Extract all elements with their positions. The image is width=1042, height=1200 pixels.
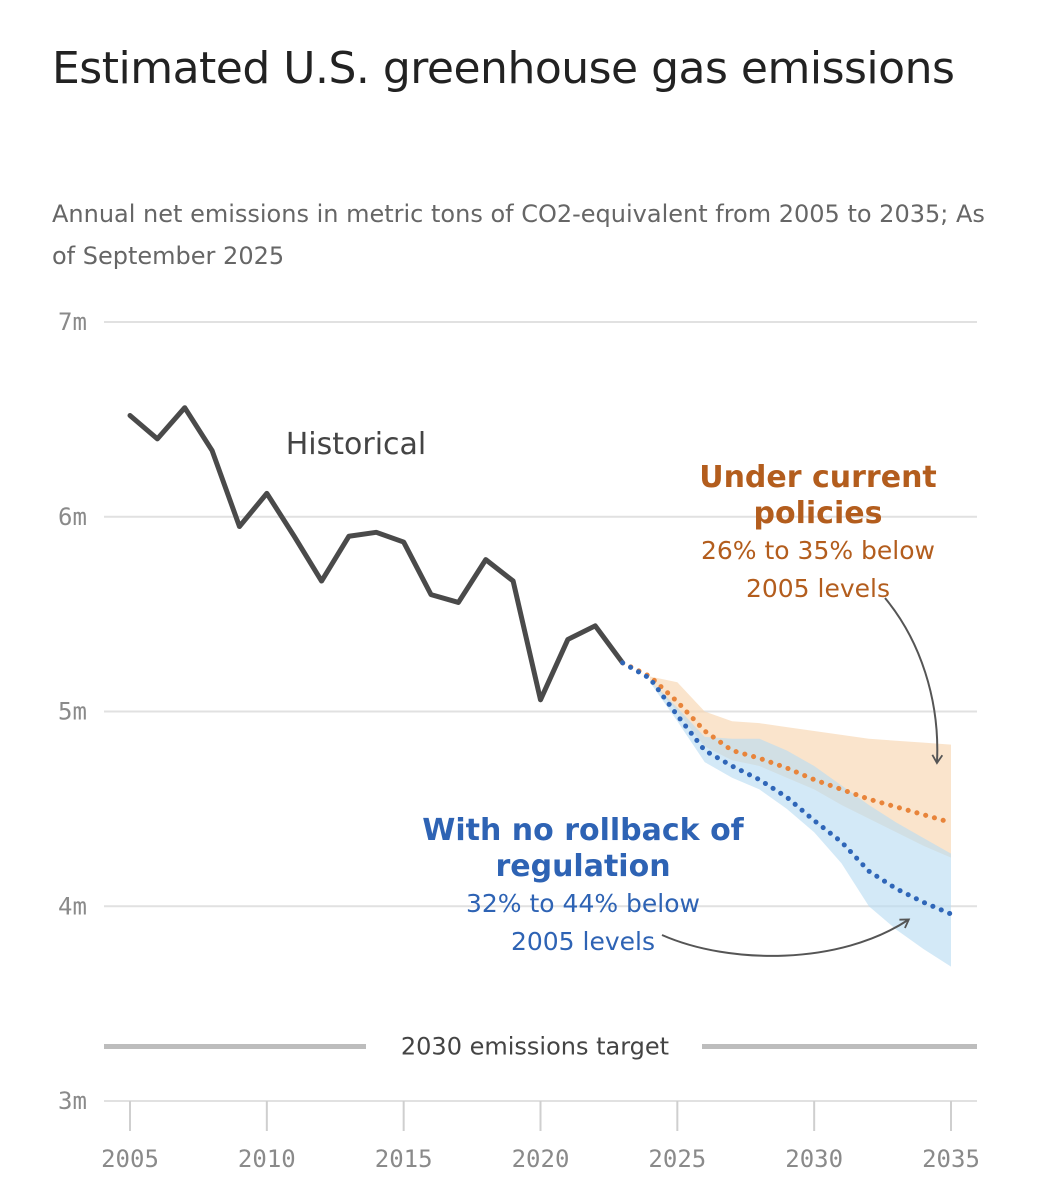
series-historical-line [127,405,626,703]
y-tick-label: 4m [58,892,87,920]
label-no-rollback-heading: regulation [495,849,670,884]
label-historical: Historical [286,427,427,462]
chart-title: Estimated U.S. greenhouse gas emissions [52,43,955,94]
band-no-rollback [649,680,951,967]
label-no-rollback-heading: With no rollback of [422,813,744,848]
label-current-policies-heading: Under current [699,460,937,495]
y-tick-label: 5m [58,698,87,726]
label-current-policies-detail: 26% to 35% below [701,536,935,565]
y-axis: 3m 4m 5m 6m 7m [58,308,87,1115]
label-no-rollback-detail: 32% to 44% below [466,889,700,918]
x-tick-label: 2015 [375,1145,433,1173]
x-tick-label: 2025 [648,1145,706,1173]
x-tick-label: 2005 [101,1145,159,1173]
gridlines [104,321,977,1102]
arrow-current-policies [884,597,944,765]
chart-subtitle: Annual net emissions in metric tons of C… [52,200,985,270]
uncertainty-bands [649,676,951,967]
y-tick-label: 7m [58,308,87,336]
target-line-group: 2030 emissions target [104,1032,977,1060]
x-tick-label: 2020 [512,1145,570,1173]
label-current-policies-heading: policies [754,496,883,531]
series-current-policies-line [620,660,954,826]
target-label: 2030 emissions target [401,1032,669,1060]
arrow-no-rollback [661,918,911,957]
x-tick-label: 2035 [922,1145,980,1173]
series-lines [127,405,954,917]
x-tick-label: 2030 [785,1145,843,1173]
label-no-rollback-detail: 2005 levels [511,927,655,956]
y-tick-label: 3m [58,1087,87,1115]
label-current-policies-detail: 2005 levels [746,574,890,603]
series-no-rollback-line [620,660,954,917]
x-axis: 2005 2010 2015 2020 2025 2030 2035 [101,1100,980,1173]
x-tick-label: 2010 [238,1145,296,1173]
y-tick-label: 6m [58,503,87,531]
